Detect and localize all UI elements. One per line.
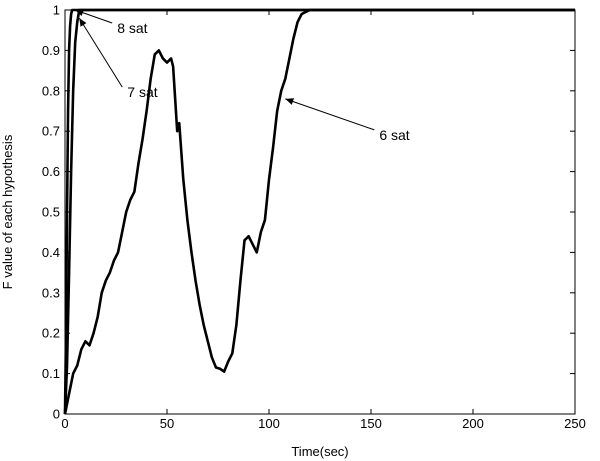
y-tick-label: 0.2	[42, 326, 60, 341]
x-tick-label: 250	[564, 416, 586, 431]
annotation-arrowhead	[285, 98, 295, 105]
annotation-label: 6 sat	[379, 127, 409, 143]
y-tick-label: 0.3	[42, 285, 60, 300]
x-axis-ticks: 0 50 100 150 200 250	[61, 10, 586, 431]
annotation-arrowhead	[79, 18, 87, 27]
series-line-6-sat	[63, 8, 575, 415]
annotation: 8 sat	[75, 9, 148, 36]
x-tick-label: 0	[61, 416, 68, 431]
annotation-label: 8 sat	[117, 20, 147, 36]
x-tick-label: 50	[160, 416, 174, 431]
annotation-arrow-line	[285, 98, 375, 131]
annotation-label: 7 sat	[127, 84, 157, 100]
y-tick-label: 0.1	[42, 366, 60, 381]
annotations: 8 sat 7 sat 6 sat	[75, 9, 410, 143]
y-tick-label: 1	[53, 3, 60, 18]
y-tick-label: 0.4	[42, 245, 60, 260]
series-line-8-sat	[63, 8, 575, 415]
series-line-7-sat	[63, 8, 575, 415]
y-tick-label: 0.6	[42, 164, 60, 179]
x-tick-label: 200	[462, 416, 484, 431]
y-axis-ticks: 0 0.1 0.2 0.3 0.4 0.5 0.6 0.7 0.8 0.9 1	[42, 3, 575, 422]
y-tick-label: 0.8	[42, 83, 60, 98]
x-tick-label: 150	[360, 416, 382, 431]
annotation-arrowhead	[75, 9, 84, 16]
annotation: 6 sat	[285, 98, 410, 143]
x-axis-label: Time(sec)	[291, 444, 348, 459]
annotation: 7 sat	[78, 17, 158, 100]
y-tick-label: 0.5	[42, 205, 60, 220]
annotation-arrow-line	[78, 17, 123, 88]
plot-area	[64, 9, 576, 415]
y-tick-label: 0.9	[42, 43, 60, 58]
y-axis-label: F value of each hypothesis	[0, 134, 15, 289]
series-layer	[63, 8, 575, 415]
x-tick-label: 100	[258, 416, 280, 431]
y-tick-label: 0.7	[42, 124, 60, 139]
y-tick-label: 0	[53, 407, 60, 422]
